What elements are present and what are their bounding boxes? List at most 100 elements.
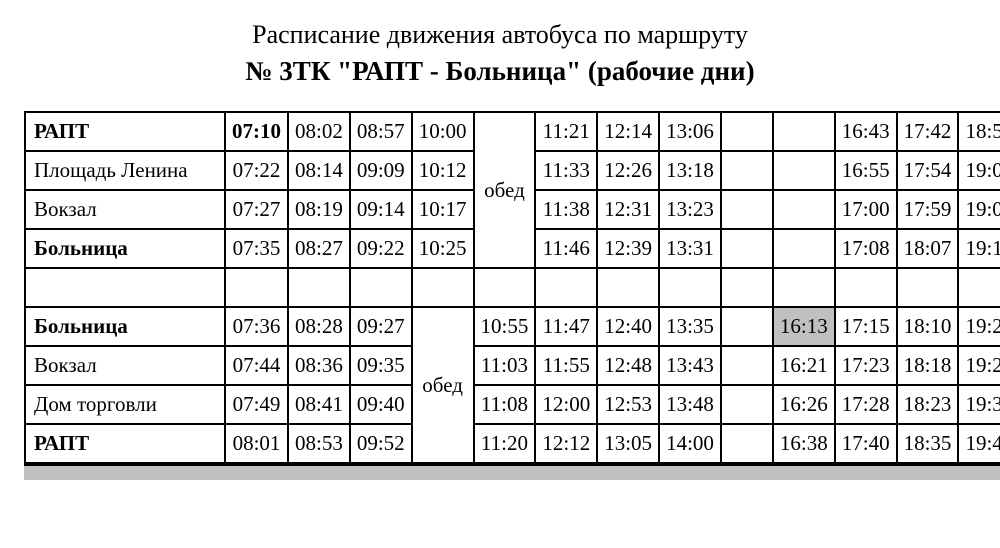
time-cell: 12:40 xyxy=(597,307,659,346)
spacer-cell xyxy=(412,268,474,307)
time-cell: 12:39 xyxy=(597,229,659,268)
time-cell: 16:21 xyxy=(773,346,835,385)
time-cell: 17:59 xyxy=(897,190,959,229)
time-cell: 12:14 xyxy=(597,112,659,151)
time-cell xyxy=(773,190,835,229)
time-cell: 09:22 xyxy=(350,229,412,268)
stop-name-cell: РАПТ xyxy=(25,112,225,151)
spacer-row xyxy=(25,268,1000,307)
spacer-cell xyxy=(350,268,412,307)
time-cell: 11:33 xyxy=(535,151,597,190)
spacer-cell xyxy=(535,268,597,307)
time-cell: 19:15 xyxy=(958,229,1000,268)
time-cell: 16:38 xyxy=(773,424,835,463)
time-cell: 12:00 xyxy=(535,385,597,424)
time-cell: 13:06 xyxy=(659,112,721,151)
table-row: РАПТ08:0108:5309:5211:2012:1213:0514:001… xyxy=(25,424,1000,463)
time-cell: 11:55 xyxy=(535,346,597,385)
time-cell: 16:43 xyxy=(835,112,897,151)
time-cell: 18:10 xyxy=(897,307,959,346)
time-cell: 19:33 xyxy=(958,385,1000,424)
time-cell: 08:02 xyxy=(288,112,350,151)
time-cell: 09:14 xyxy=(350,190,412,229)
time-cell: 19:28 xyxy=(958,346,1000,385)
time-cell: 17:40 xyxy=(835,424,897,463)
time-cell: 17:15 xyxy=(835,307,897,346)
table-row: Дом торговли07:4908:4109:40 11:0812:0012:… xyxy=(25,385,1000,424)
time-cell: 10:55 xyxy=(474,307,536,346)
time-cell: 08:53 xyxy=(288,424,350,463)
stop-name-cell: РАПТ xyxy=(25,424,225,463)
stop-name-cell: Больница xyxy=(25,307,225,346)
time-cell: 13:23 xyxy=(659,190,721,229)
time-cell: 07:49 xyxy=(225,385,288,424)
spacer-cell xyxy=(897,268,959,307)
spacer-cell xyxy=(958,268,1000,307)
time-cell: 19:45 xyxy=(958,424,1000,463)
time-cell: 13:31 xyxy=(659,229,721,268)
time-cell xyxy=(773,112,835,151)
time-cell: 10:17 xyxy=(412,190,474,229)
time-cell: 08:01 xyxy=(225,424,288,463)
time-cell: 17:08 xyxy=(835,229,897,268)
time-cell: 07:36 xyxy=(225,307,288,346)
time-cell: 08:41 xyxy=(288,385,350,424)
time-cell: 08:14 xyxy=(288,151,350,190)
time-cell xyxy=(721,151,773,190)
spacer-cell xyxy=(835,268,897,307)
spacer-cell xyxy=(773,268,835,307)
time-cell: 14:00 xyxy=(659,424,721,463)
obed-cell: обед xyxy=(474,112,536,268)
time-cell: 16:13 xyxy=(773,307,835,346)
spacer-cell xyxy=(659,268,721,307)
table-row: Вокзал07:4408:3609:3511:0311:5512:4813:4… xyxy=(25,346,1000,385)
time-cell: 07:27 xyxy=(225,190,288,229)
time-cell: 12:12 xyxy=(535,424,597,463)
time-cell: 09:52 xyxy=(350,424,412,463)
time-cell: 13:43 xyxy=(659,346,721,385)
time-cell: 11:03 xyxy=(474,346,536,385)
stop-name-cell: Вокзал xyxy=(25,346,225,385)
table-row: РАПТ07:1008:0208:5710:00обед11:2112:1413… xyxy=(25,112,1000,151)
time-cell xyxy=(721,346,773,385)
time-cell: 08:28 xyxy=(288,307,350,346)
spacer-cell xyxy=(721,268,773,307)
time-cell: 10:25 xyxy=(412,229,474,268)
page-subtitle: № 3ТК "РАПТ - Больница" (рабочие дни) xyxy=(24,56,976,87)
time-cell: 10:00 xyxy=(412,112,474,151)
time-cell: 09:09 xyxy=(350,151,412,190)
time-cell: 19:07 xyxy=(958,190,1000,229)
stop-name-cell: Больница xyxy=(25,229,225,268)
time-cell: 12:31 xyxy=(597,190,659,229)
time-cell xyxy=(721,307,773,346)
time-cell: 18:50 xyxy=(958,112,1000,151)
time-cell: 17:00 xyxy=(835,190,897,229)
time-cell: 12:53 xyxy=(597,385,659,424)
stop-name-cell: Дом торговли xyxy=(25,385,225,424)
spacer-cell xyxy=(597,268,659,307)
time-cell: 09:40 xyxy=(350,385,412,424)
time-cell xyxy=(721,112,773,151)
time-cell xyxy=(721,424,773,463)
time-cell: 11:47 xyxy=(535,307,597,346)
time-cell: 16:55 xyxy=(835,151,897,190)
time-cell: 17:54 xyxy=(897,151,959,190)
time-cell: 08:27 xyxy=(288,229,350,268)
time-cell: 07:35 xyxy=(225,229,288,268)
time-cell: 19:02 xyxy=(958,151,1000,190)
time-cell: 11:08 xyxy=(474,385,536,424)
spacer-cell xyxy=(25,268,225,307)
obed-cell: обед xyxy=(412,307,474,463)
time-cell: 07:10 xyxy=(225,112,288,151)
time-cell: 18:18 xyxy=(897,346,959,385)
time-cell: 18:07 xyxy=(897,229,959,268)
time-cell: 17:23 xyxy=(835,346,897,385)
time-cell xyxy=(773,229,835,268)
time-cell xyxy=(721,190,773,229)
time-cell: 11:21 xyxy=(535,112,597,151)
spacer-cell xyxy=(225,268,288,307)
time-cell: 13:18 xyxy=(659,151,721,190)
time-cell xyxy=(721,229,773,268)
spacer-cell xyxy=(474,268,536,307)
time-cell xyxy=(721,385,773,424)
